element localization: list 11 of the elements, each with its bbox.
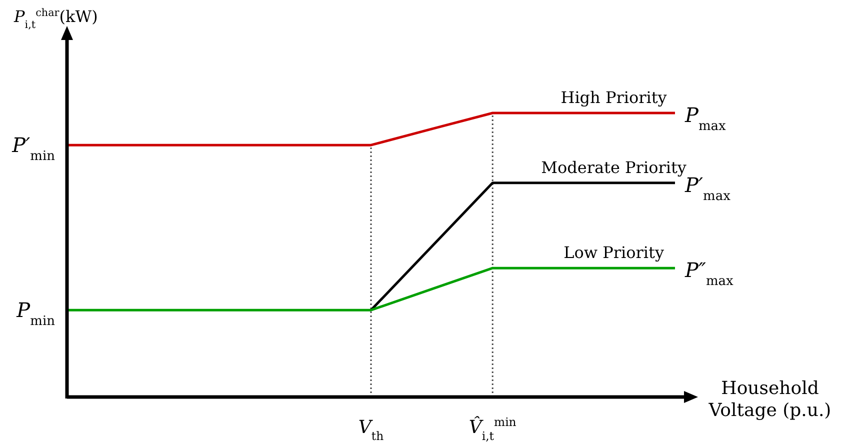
- x-tick-label: V$_{th}$: [358, 417, 384, 443]
- x-axis-title: Household Voltage (p.u.): [708, 378, 832, 421]
- text: P′$_{min}$: [11, 133, 56, 164]
- text: P$_{min}$: [16, 298, 56, 329]
- text: P$_{i,t}$$^{char}$(kW): [13, 7, 98, 31]
- annotation: P$_{max}$: [684, 103, 727, 134]
- annotation: P″$_{max}$: [684, 258, 734, 289]
- annotation: P′$_{max}$: [684, 172, 732, 204]
- series-label: Low Priority: [564, 243, 664, 262]
- series-label: High Priority: [560, 88, 667, 107]
- series-label: Moderate Priority: [541, 158, 686, 177]
